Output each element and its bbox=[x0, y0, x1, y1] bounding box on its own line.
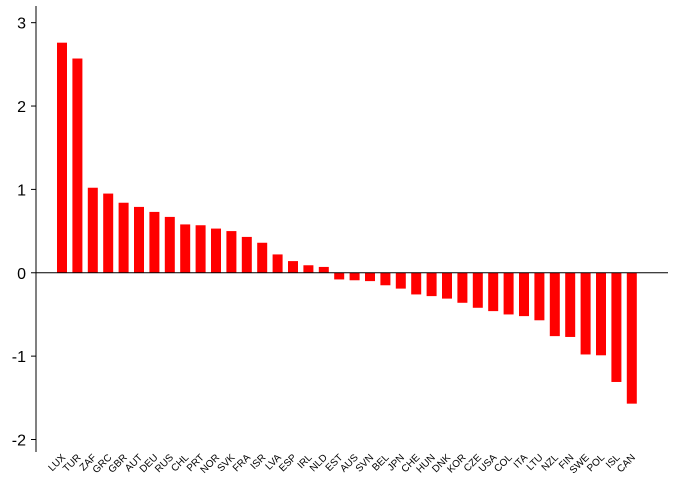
bar-gbr bbox=[118, 202, 129, 273]
bar-svn bbox=[365, 272, 375, 282]
bar-bel bbox=[380, 272, 391, 286]
bar-deu bbox=[149, 211, 160, 273]
bar-isr bbox=[257, 242, 268, 273]
bar-usa bbox=[488, 272, 499, 312]
bar-col bbox=[503, 272, 514, 315]
y-axis: 3 2 1 0 -1 -2 bbox=[12, 6, 37, 452]
bar-zaf bbox=[87, 187, 98, 273]
x-axis-labels: LUXTURZAFGRCGBRAUTDEURUSCHLPRTNORSVKFRAI… bbox=[47, 452, 638, 476]
bar-cze bbox=[472, 272, 483, 308]
bar-irl bbox=[303, 265, 314, 273]
bar-fra bbox=[241, 236, 252, 273]
bar-nzl bbox=[549, 272, 560, 337]
bar-nor bbox=[211, 228, 221, 273]
y-tick-label: 1 bbox=[17, 182, 26, 199]
bar-prt bbox=[195, 225, 206, 273]
bar-esp bbox=[288, 261, 298, 273]
bars bbox=[57, 42, 637, 404]
bar-lva bbox=[272, 254, 283, 273]
bar-aus bbox=[349, 272, 360, 281]
bar-kor bbox=[457, 272, 468, 303]
y-tick-label: -2 bbox=[12, 432, 26, 449]
y-tick-label: 2 bbox=[17, 99, 26, 116]
bar-lux bbox=[57, 42, 67, 273]
bar-grc bbox=[103, 193, 114, 273]
bar-est bbox=[334, 272, 345, 280]
bar-fin bbox=[565, 272, 576, 337]
y-tick-label: 3 bbox=[17, 16, 26, 33]
bar-isl bbox=[611, 272, 622, 382]
bar-can bbox=[626, 272, 637, 404]
bar-che bbox=[411, 272, 422, 295]
bar-jpn bbox=[395, 272, 406, 289]
y-tick-label: -1 bbox=[12, 349, 26, 366]
bar-pol bbox=[596, 272, 606, 356]
bar-swe bbox=[580, 272, 591, 355]
x-tick-label: CAN bbox=[615, 452, 638, 475]
bar-ltu bbox=[534, 272, 545, 321]
bar-tur bbox=[72, 58, 83, 273]
bar-dnk bbox=[442, 272, 452, 299]
y-tick-label: 0 bbox=[17, 266, 26, 283]
bar-rus bbox=[164, 216, 175, 273]
bar-aut bbox=[134, 206, 144, 273]
bar-hun bbox=[426, 272, 437, 297]
bar-svk bbox=[226, 231, 237, 273]
bar-nld bbox=[318, 266, 329, 273]
bar-ita bbox=[519, 272, 529, 317]
bar-chl bbox=[180, 224, 191, 273]
